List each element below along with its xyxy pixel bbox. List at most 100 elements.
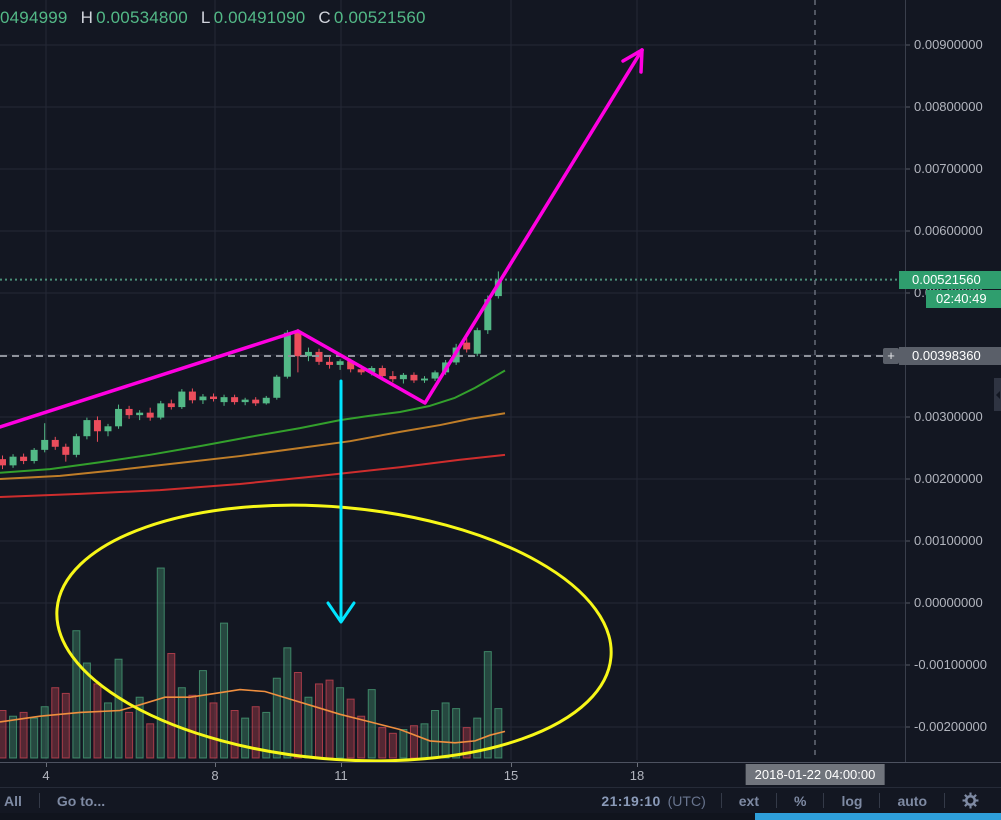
volume-bar [156, 567, 165, 759]
volume-bar [230, 710, 239, 759]
time-axis-label: 8 [211, 768, 219, 783]
ma-green [0, 369, 506, 474]
toolbar-separator [775, 793, 777, 808]
goto-date-button[interactable]: Go to... [56, 792, 106, 809]
chart-canvas[interactable] [0, 0, 1001, 762]
ma-orange [0, 412, 506, 480]
volume-bar [188, 694, 197, 759]
trend-arrow-head [639, 48, 644, 74]
candle-body [252, 399, 260, 404]
volume-bar [293, 672, 302, 759]
candle-body [199, 396, 207, 401]
price-axis[interactable]: -0.00200000 -0.00100000 0.00000000 0.001000… [899, 0, 1001, 762]
last-price-badge: 0.00521560 [899, 270, 1001, 289]
price-axis-label: 0.00700000 [914, 161, 983, 176]
candle-body [136, 412, 144, 416]
candle-body [51, 439, 59, 447]
candle-body [357, 369, 365, 373]
ma-red [0, 453, 506, 498]
chevron-left-icon [995, 390, 1000, 399]
candle-body [210, 396, 217, 400]
price-axis-label: 0.00600000 [914, 223, 983, 238]
candle-body [115, 408, 123, 427]
candle-body [167, 403, 175, 408]
ohlc-header: 0494999 H 0.00534800 L 0.00491090 C 0.00521560 [0, 8, 426, 28]
volume-bar [104, 702, 112, 759]
volume-bar [262, 711, 271, 759]
candle-body [463, 342, 471, 350]
clock-label[interactable]: 21:19:10 [601, 792, 661, 809]
extended-hours-button[interactable]: ext [738, 792, 759, 809]
candle-body [421, 378, 428, 381]
toolbar-separator [38, 793, 40, 808]
bottom-toolbar: All Go to... 21:19:10 (UTC) ext % log au… [0, 787, 1001, 813]
candle-body [157, 403, 165, 418]
candle-body [0, 459, 6, 466]
panel-collapse-handle[interactable] [994, 378, 1001, 411]
volume-bar [9, 715, 18, 759]
trend-arrow-line [0, 48, 644, 429]
candle-body [104, 426, 112, 432]
prev-close-price-badge: 0.00398360 [899, 347, 1001, 366]
ohlc-high-label: H [80, 8, 94, 27]
toolbar-left-group: All Go to... [0, 793, 107, 809]
candle-body [473, 330, 481, 354]
candle-body [494, 279, 502, 297]
toolbar-separator [944, 793, 945, 808]
ohlc-open-value: 0494999 [0, 8, 68, 27]
volume-bar [135, 696, 144, 759]
time-tick [511, 763, 512, 767]
volume-bar [198, 670, 207, 759]
candle-body [41, 439, 49, 450]
time-tick [341, 763, 342, 767]
volume-bar [367, 689, 376, 759]
volume-bar [272, 677, 281, 759]
volume-bar [304, 696, 313, 759]
candle-body [431, 372, 439, 379]
volume-bar [82, 662, 91, 759]
price-axis-label: 0.00100000 [914, 533, 983, 548]
log-scale-button[interactable]: log [841, 792, 863, 809]
volume-bar [220, 622, 229, 759]
ellipse-annotation [55, 503, 613, 762]
range-all-button[interactable]: All [4, 792, 22, 809]
candle-body [83, 420, 91, 437]
price-axis-label: -0.00100000 [914, 657, 988, 672]
volume-bar [325, 679, 334, 759]
time-axis[interactable]: 2018-01-22 04:00:00 4 8 11 15 18 [0, 762, 1001, 786]
candle-body [389, 376, 397, 380]
toolbar-separator [823, 793, 825, 808]
price-axis-label: 0.00300000 [914, 409, 983, 424]
horizontal-scrollbar[interactable] [755, 813, 1001, 820]
ohlc-high-value: 0.00534800 [96, 8, 188, 27]
time-axis-label: 11 [334, 768, 348, 783]
settings-gear-icon[interactable] [962, 792, 979, 809]
time-axis-label: 4 [42, 768, 50, 783]
candle-body [336, 361, 344, 365]
volume-bar [51, 687, 60, 759]
percent-scale-button[interactable]: % [793, 792, 807, 809]
candle-body [273, 376, 281, 398]
volume-bar [378, 727, 387, 759]
bottom-scroll-strip [0, 813, 1001, 820]
crosshair-date-badge: 2018-01-22 04:00:00 [745, 764, 885, 785]
candle-body [146, 412, 154, 418]
volume-bar [30, 717, 39, 759]
volume-bar [283, 647, 292, 759]
candle-body [241, 399, 249, 403]
timezone-label[interactable]: (UTC) [667, 792, 706, 809]
volume-bar [409, 725, 418, 759]
auto-scale-button[interactable]: auto [897, 792, 927, 809]
candle-body [231, 397, 239, 403]
volume-bar [315, 683, 323, 759]
volume-bar [399, 729, 408, 759]
trend-arrow-head [621, 48, 644, 63]
volume-bar [241, 717, 250, 759]
volume-bar [72, 630, 81, 759]
add-alert-plus-button[interactable]: + [883, 348, 899, 365]
ohlc-close-value: 0.00521560 [333, 8, 426, 27]
candle-body [93, 420, 101, 432]
price-axis-label: 0.00900000 [914, 37, 983, 52]
candle-body [484, 299, 492, 331]
